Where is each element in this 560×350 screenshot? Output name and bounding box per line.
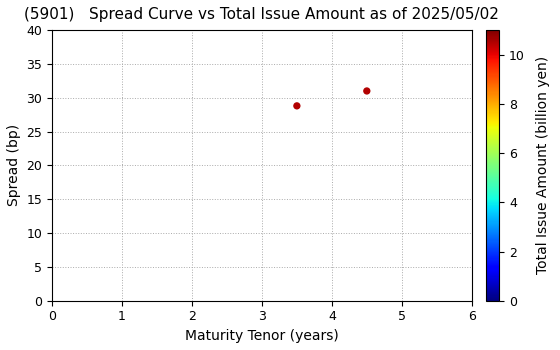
Title: (5901)   Spread Curve vs Total Issue Amount as of 2025/05/02: (5901) Spread Curve vs Total Issue Amoun… xyxy=(25,7,500,22)
Point xyxy=(362,88,371,94)
Y-axis label: Spread (bp): Spread (bp) xyxy=(7,124,21,206)
Point xyxy=(292,103,301,108)
Y-axis label: Total Issue Amount (billion yen): Total Issue Amount (billion yen) xyxy=(536,56,550,274)
X-axis label: Maturity Tenor (years): Maturity Tenor (years) xyxy=(185,329,339,343)
